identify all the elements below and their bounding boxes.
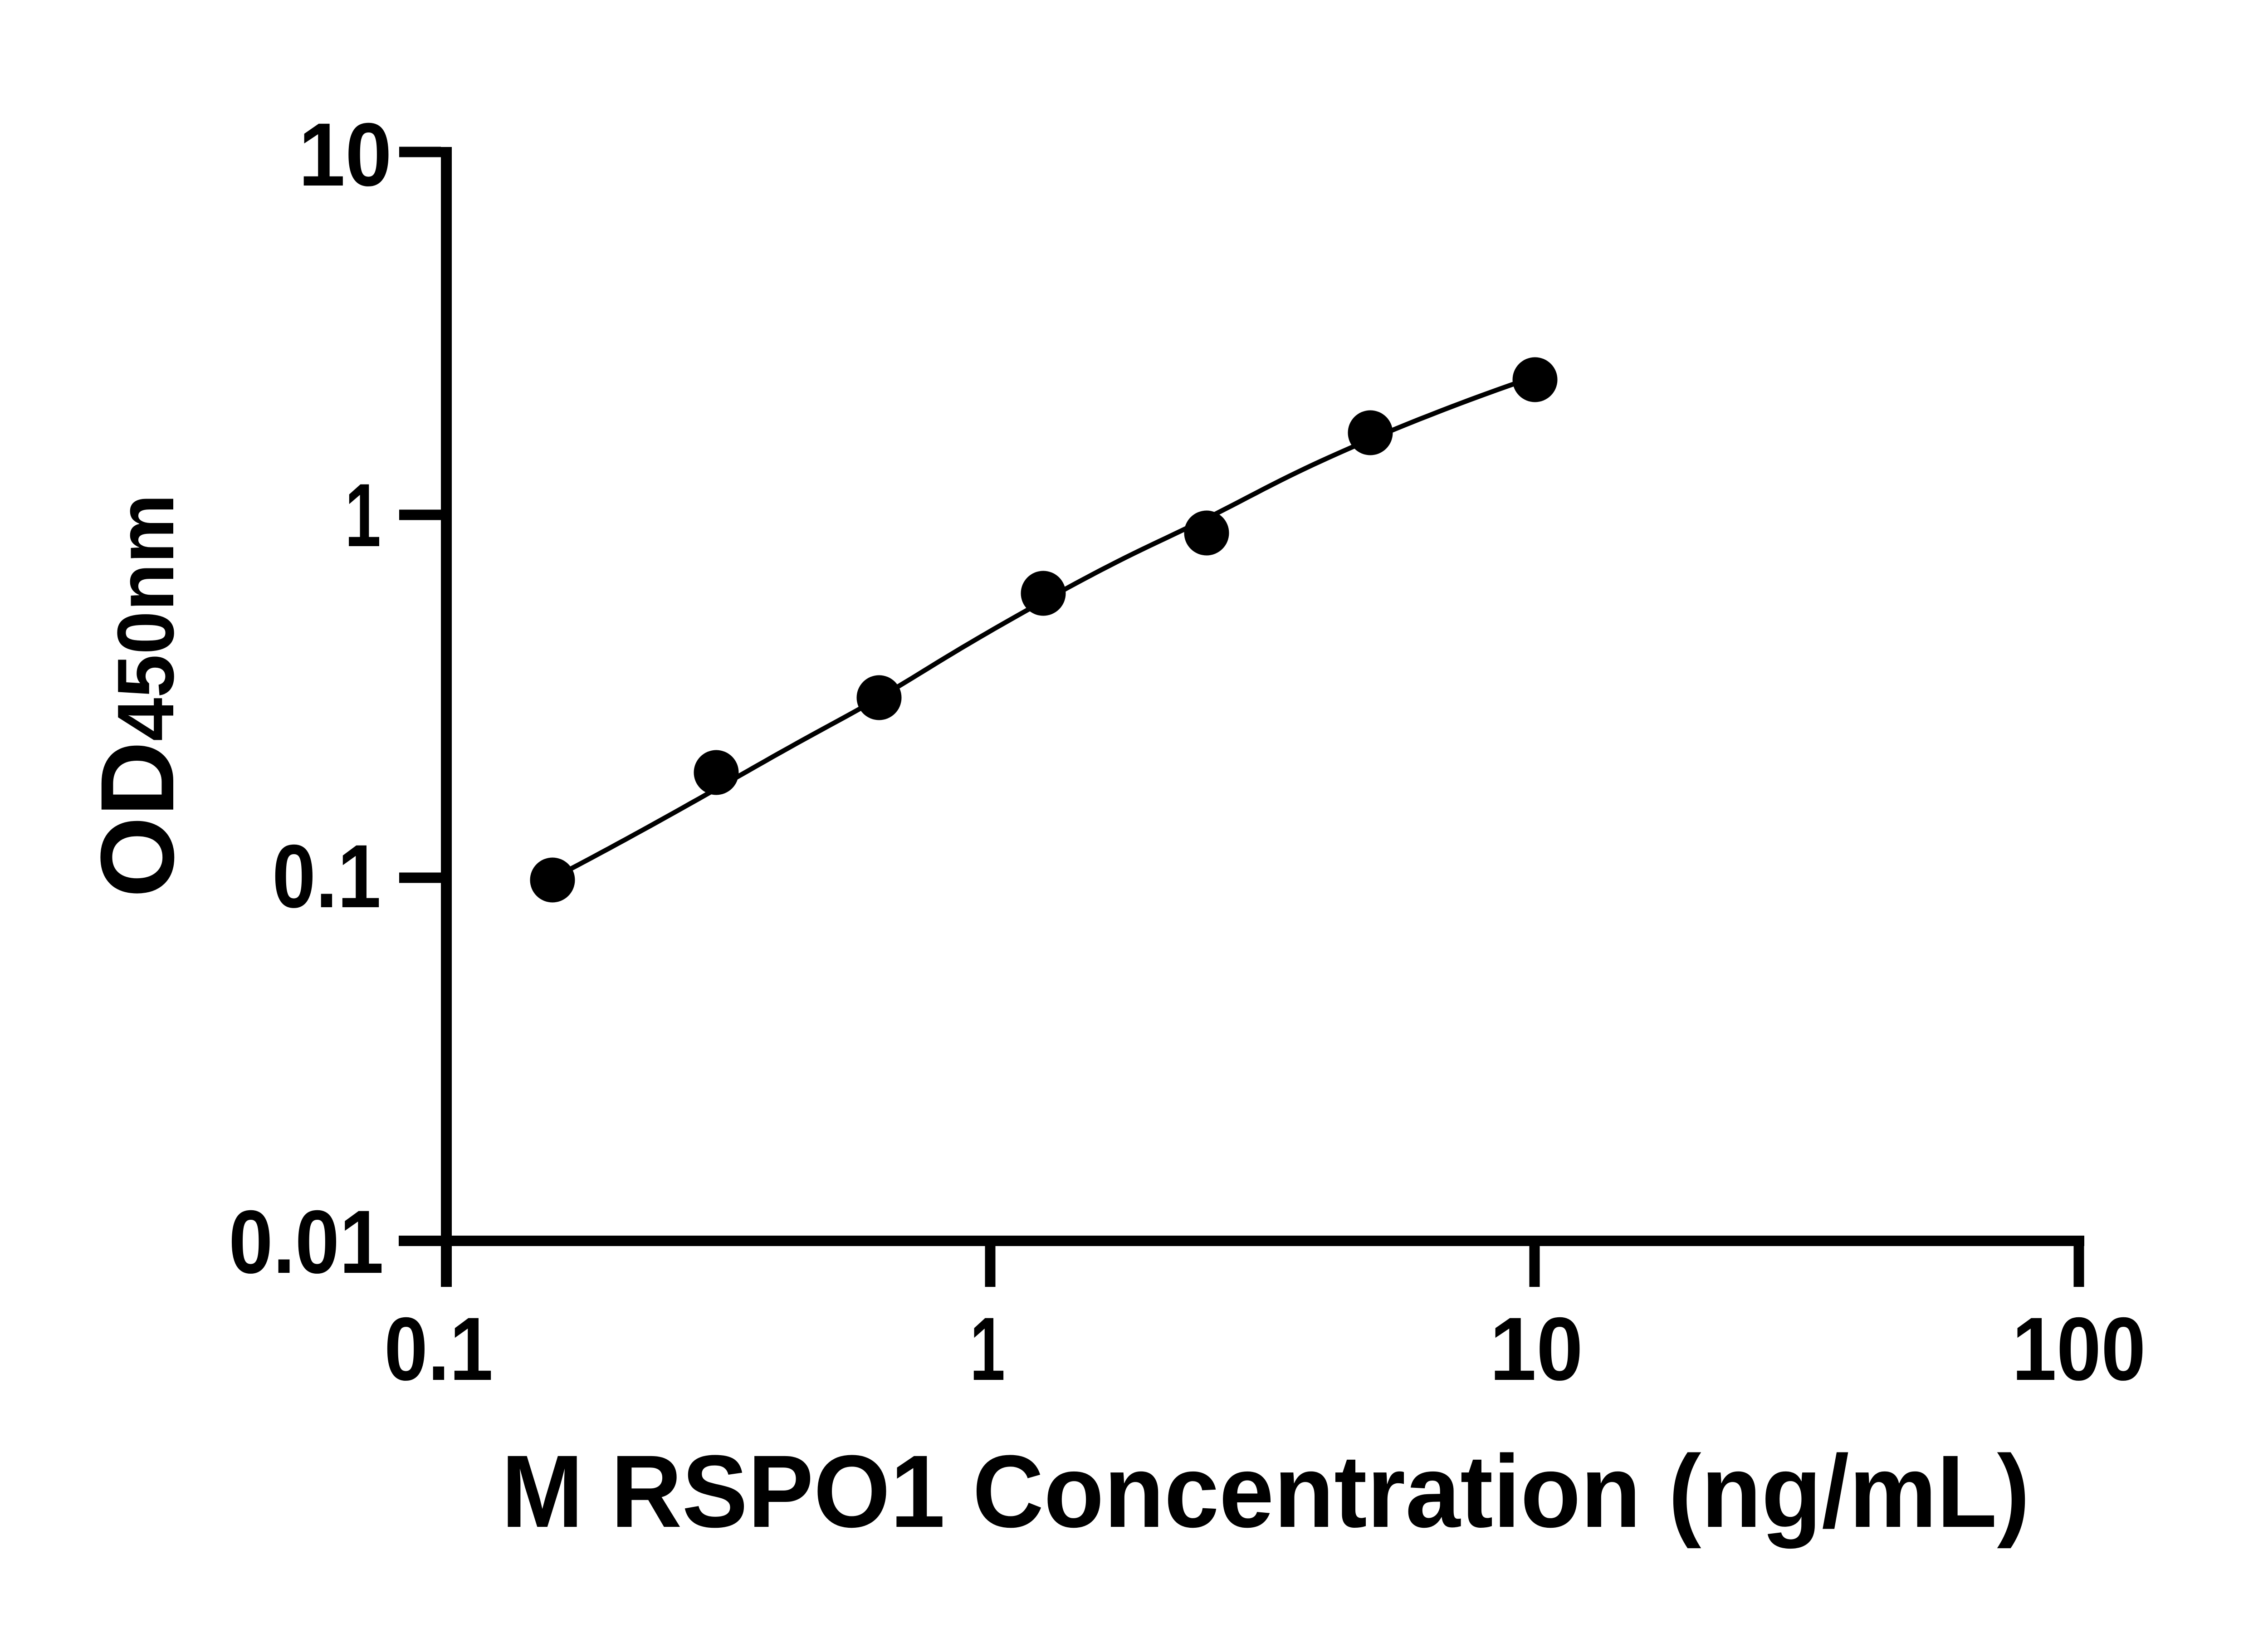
svg-text:450nm: 450nm: [101, 494, 191, 741]
svg-text:1: 1: [970, 1299, 1005, 1399]
svg-text:OD: OD: [79, 741, 196, 898]
svg-text:10: 10: [1490, 1299, 1583, 1399]
svg-text:1: 1: [345, 465, 381, 565]
svg-text:0.1: 0.1: [272, 826, 381, 926]
svg-text:M RSPO1 Concentration (ng/mL): M RSPO1 Concentration (ng/mL): [501, 1434, 2030, 1549]
svg-text:0.01: 0.01: [229, 1192, 384, 1292]
svg-text:10: 10: [298, 104, 392, 205]
svg-text:0.1: 0.1: [384, 1299, 493, 1399]
svg-text:100: 100: [2012, 1299, 2146, 1399]
